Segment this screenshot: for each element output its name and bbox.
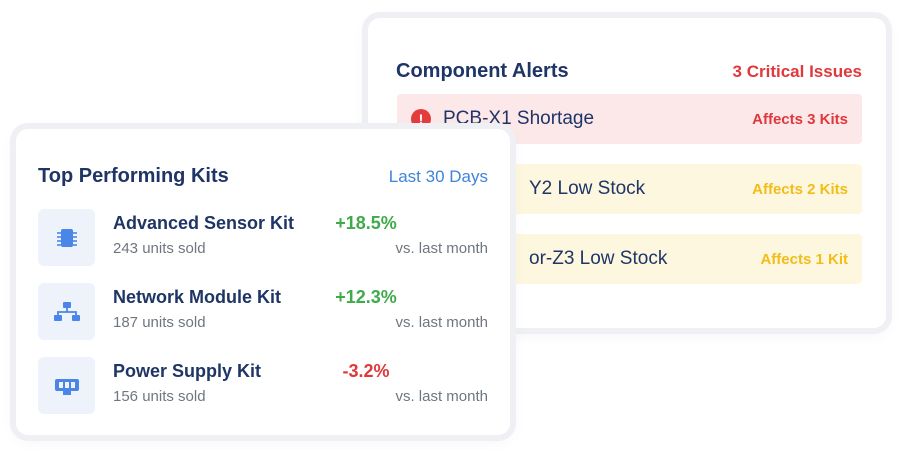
kit-change-percent: +12.3% <box>335 287 397 307</box>
critical-issues-count[interactable]: 3 Critical Issues <box>732 61 862 81</box>
network-icon <box>38 283 95 340</box>
kit-name: Power Supply Kit <box>113 361 262 381</box>
alert-row-pcb-x1[interactable]: ! PCB-X1 Shortage Affects 3 Kits <box>397 94 862 144</box>
chip-icon <box>38 209 95 266</box>
power-supply-icon <box>38 357 95 414</box>
alert-name: PCB-X1 Shortage <box>443 108 595 129</box>
alert-affects: Affects 2 Kits <box>752 180 848 198</box>
alerts-header: Component Alerts 3 Critical Issues <box>396 60 862 83</box>
kit-units-sold: 187 units sold <box>113 314 206 331</box>
kit-name: Advanced Sensor Kit <box>113 213 295 233</box>
kit-compare-label: vs. last month <box>395 240 488 257</box>
alerts-title: Component Alerts <box>396 60 569 82</box>
kits-header: Top Performing Kits Last 30 Days <box>38 165 488 188</box>
kit-compare-label: vs. last month <box>395 388 488 405</box>
kit-change-percent: +18.5% <box>335 213 397 233</box>
alert-affects: Affects 3 Kits <box>752 110 848 128</box>
kit-units-sold: 243 units sold <box>113 240 206 257</box>
kit-name: Network Module Kit <box>113 287 282 307</box>
kit-row-network-module[interactable]: Network Module Kit 187 units sold +12.3%… <box>38 283 488 341</box>
kit-change-percent: -3.2% <box>342 361 390 381</box>
alert-name: Y2 Low Stock <box>529 178 646 199</box>
alert-name: or-Z3 Low Stock <box>529 248 668 269</box>
kit-compare-label: vs. last month <box>395 314 488 331</box>
kit-row-power-supply[interactable]: Power Supply Kit 156 units sold -3.2% vs… <box>38 357 488 415</box>
alert-affects: Affects 1 Kit <box>760 250 848 268</box>
kit-row-advanced-sensor[interactable]: Advanced Sensor Kit 243 units sold +18.5… <box>38 209 488 267</box>
kits-title: Top Performing Kits <box>38 165 229 187</box>
top-performing-kits-card: Top Performing Kits Last 30 Days Advance… <box>16 129 510 435</box>
alert-circle-icon: ! <box>411 109 431 129</box>
date-range-selector[interactable]: Last 30 Days <box>388 166 488 186</box>
kit-units-sold: 156 units sold <box>113 388 206 405</box>
